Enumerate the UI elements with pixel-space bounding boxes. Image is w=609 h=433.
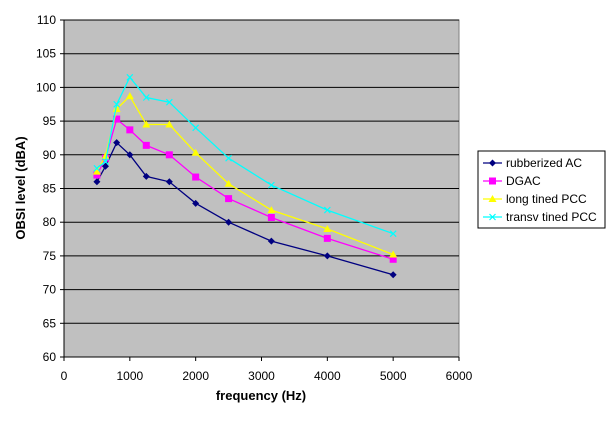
data-point: [93, 178, 101, 186]
data-point: [192, 199, 200, 207]
x-tick-label: 1000: [116, 369, 143, 383]
y-axis-label: OBSI level (dBA): [13, 136, 28, 239]
y-tick-label: 80: [43, 215, 57, 229]
legend: rubberized AC DGAC long tined PCC transv ti…: [477, 150, 606, 229]
plot-area: [63, 19, 460, 358]
data-point: [192, 173, 200, 181]
data-point: [489, 177, 496, 185]
x-tick-label: 4000: [314, 369, 341, 383]
data-point: [125, 92, 134, 100]
data-point: [102, 158, 109, 165]
y-tick-label: 65: [43, 316, 57, 330]
data-point: [389, 250, 398, 258]
y-tick-label: 60: [43, 350, 57, 364]
data-point: [112, 104, 121, 112]
data-point: [113, 139, 121, 147]
data-point: [126, 151, 134, 159]
y-tick-label: 105: [36, 47, 56, 61]
series-layer: [92, 73, 398, 279]
data-point: [142, 120, 151, 128]
data-point: [191, 148, 200, 156]
series-transv-tined-pcc: [93, 73, 397, 238]
data-point: [113, 100, 121, 108]
x-tick-label: 0: [61, 369, 68, 383]
data-point: [113, 115, 121, 123]
data-point: [267, 213, 275, 221]
data-point: [126, 73, 134, 81]
data-point: [192, 124, 200, 132]
data-point: [389, 255, 397, 263]
data-point: [389, 230, 397, 238]
data-point: [101, 152, 110, 160]
data-point: [225, 218, 233, 226]
y-tick-label: 75: [43, 249, 57, 263]
x-tick-label: 6000: [446, 369, 473, 383]
data-point: [165, 98, 173, 106]
legend-label: DGAC: [506, 174, 541, 188]
y-tick-label: 110: [37, 13, 56, 27]
data-point: [488, 195, 497, 202]
y-tick-label: 100: [36, 80, 56, 94]
legend-item: transv tined PCC: [483, 210, 597, 224]
legend-item: rubberized AC: [483, 156, 582, 170]
data-point: [267, 181, 275, 189]
data-point: [323, 224, 332, 232]
data-point: [323, 206, 331, 214]
legend-item: long tined PCC: [483, 192, 587, 206]
data-point: [92, 167, 101, 175]
data-point: [165, 178, 173, 186]
data-point: [323, 252, 331, 260]
data-point: [323, 234, 331, 242]
data-point: [225, 195, 233, 203]
data-point: [93, 164, 101, 172]
legend-box: [477, 150, 606, 229]
x-tick-label: 2000: [182, 369, 209, 383]
x-tick-label: 3000: [248, 369, 275, 383]
data-point: [142, 94, 150, 101]
y-tick-label: 85: [43, 182, 57, 196]
data-point: [389, 271, 397, 279]
x-axis-ticks: 0 1000 2000 3000 4000 5000 6000: [61, 20, 473, 383]
data-point: [142, 172, 150, 180]
legend-label: rubberized AC: [506, 156, 582, 170]
y-tick-label: 90: [43, 148, 57, 162]
x-axis-label: frequency (Hz): [216, 388, 306, 403]
data-point: [165, 151, 173, 159]
data-point: [224, 179, 233, 187]
x-tick-label: 5000: [380, 369, 407, 383]
legend-item: DGAC: [483, 174, 541, 188]
data-point: [126, 126, 134, 134]
data-point: [142, 141, 150, 149]
legend-label: long tined PCC: [506, 192, 587, 206]
legend-label: transv tined PCC: [506, 210, 597, 224]
data-point: [101, 162, 109, 170]
y-tick-label: 95: [43, 114, 57, 128]
data-point: [225, 154, 233, 162]
y-tick-label: 70: [43, 283, 57, 297]
data-point: [267, 206, 276, 214]
series-rubberized-ac: [93, 139, 397, 279]
data-point: [489, 213, 496, 221]
data-point: [267, 237, 275, 245]
y-axis-ticks: 60 65 70 75 80 85 90 95 100 105 110: [36, 13, 64, 364]
data-point: [489, 159, 496, 167]
data-point: [93, 171, 101, 179]
data-point: [165, 120, 174, 128]
